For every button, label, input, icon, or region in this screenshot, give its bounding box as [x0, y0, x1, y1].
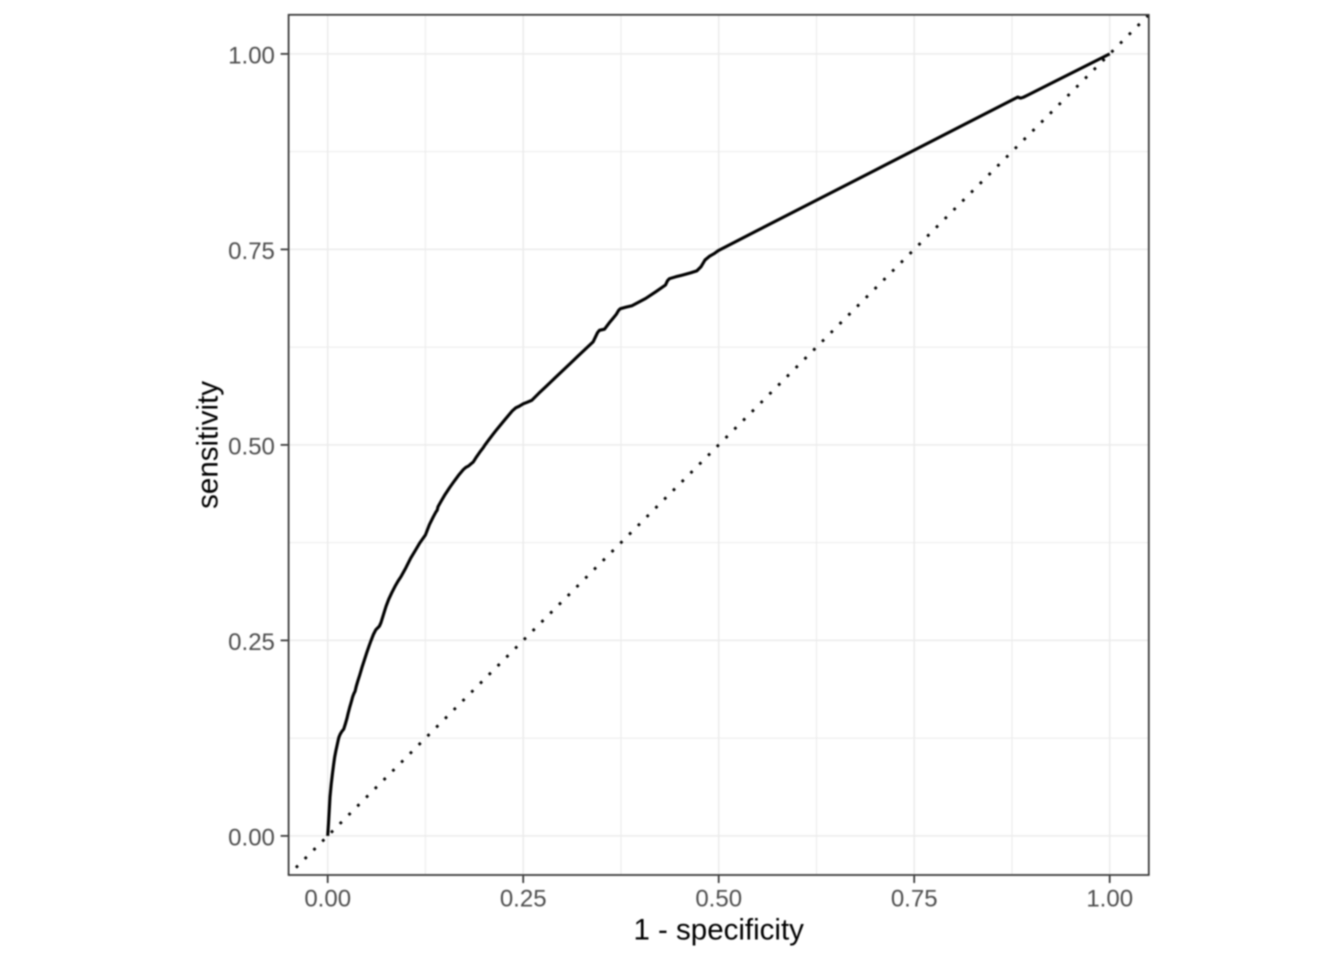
- svg-text:0.00: 0.00: [304, 885, 351, 912]
- svg-text:0.75: 0.75: [228, 238, 275, 265]
- svg-text:sensitivity: sensitivity: [192, 381, 225, 509]
- svg-text:0.00: 0.00: [228, 824, 275, 851]
- svg-text:0.50: 0.50: [695, 885, 742, 912]
- svg-text:0.25: 0.25: [500, 885, 547, 912]
- svg-text:1.00: 1.00: [1086, 885, 1133, 912]
- svg-text:1 - specificity: 1 - specificity: [633, 914, 804, 947]
- svg-text:1.00: 1.00: [228, 42, 275, 69]
- svg-text:0.75: 0.75: [891, 885, 938, 912]
- svg-text:0.50: 0.50: [228, 433, 275, 460]
- svg-text:0.25: 0.25: [228, 629, 275, 656]
